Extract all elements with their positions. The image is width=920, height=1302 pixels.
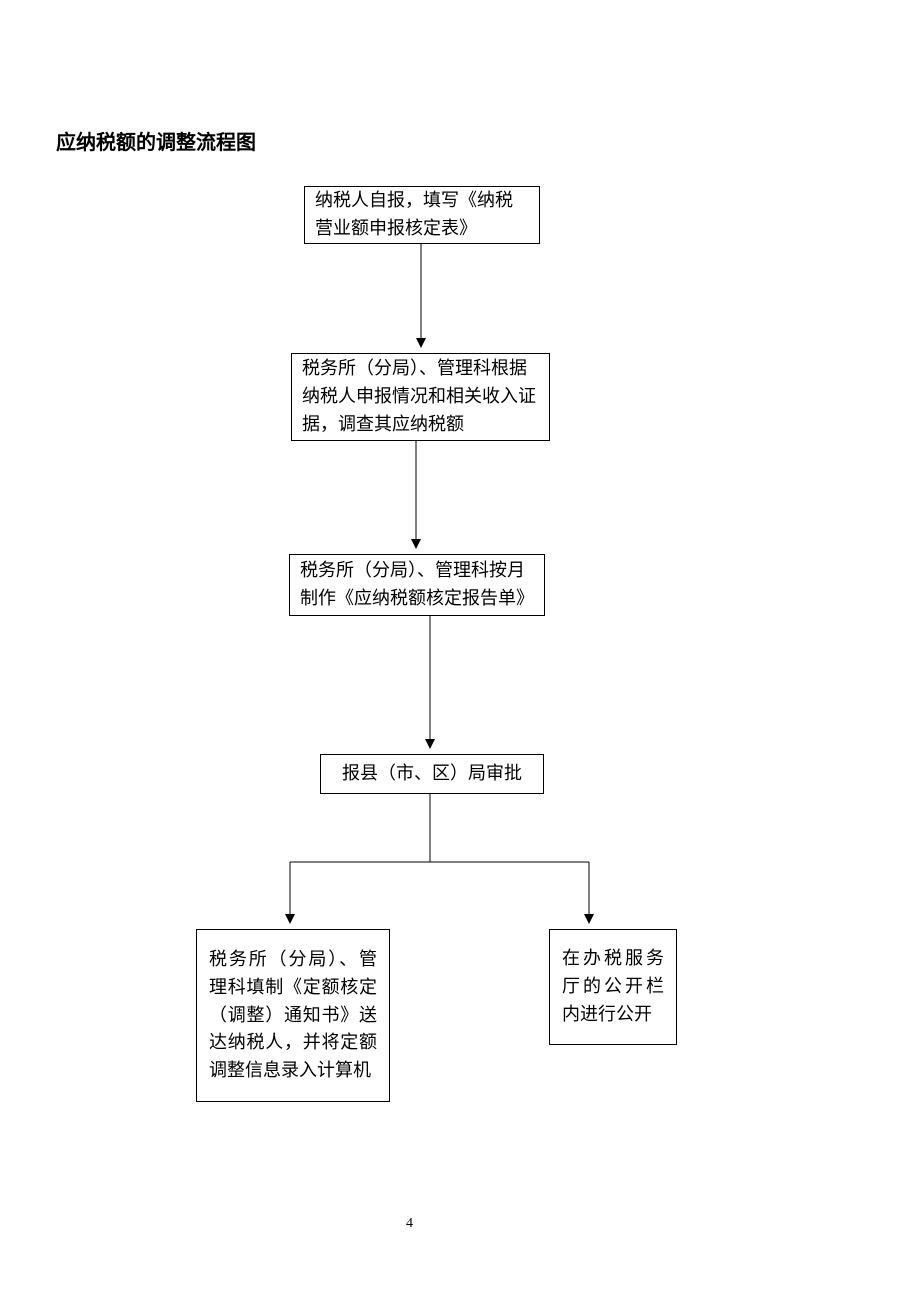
flow-node-6-text: 在办税服务厅的公开栏内进行公开 (562, 945, 664, 1029)
flow-node-5-text: 税务所（分局）、管理科填制《定额核定（调整）通知书》送达纳税人，并将定额调整信息… (209, 946, 377, 1085)
flow-node-6: 在办税服务厅的公开栏内进行公开 (549, 929, 677, 1045)
flow-node-1: 纳税人自报，填写《纳税营业额申报核定表》 (304, 186, 540, 244)
flow-node-2: 税务所（分局）、管理科根据纳税人申报情况和相关收入证据，调查其应纳税额 (291, 353, 550, 441)
title-text: 应纳税额的调整流程图 (56, 132, 256, 154)
flow-node-3: 税务所（分局）、管理科按月制作《应纳税额核定报告单》 (289, 554, 545, 616)
flow-node-1-text: 纳税人自报，填写《纳税营业额申报核定表》 (315, 187, 529, 243)
flow-node-2-text: 税务所（分局）、管理科根据纳税人申报情况和相关收入证据，调查其应纳税额 (302, 355, 539, 439)
flow-node-4-text: 报县（市、区）局审批 (342, 760, 522, 788)
page-number-text: 4 (406, 1216, 413, 1231)
flow-node-5: 税务所（分局）、管理科填制《定额核定（调整）通知书》送达纳税人，并将定额调整信息… (196, 929, 390, 1102)
page-title: 应纳税额的调整流程图 (56, 126, 256, 155)
flow-node-4: 报县（市、区）局审批 (320, 754, 544, 794)
flow-node-3-text: 税务所（分局）、管理科按月制作《应纳税额核定报告单》 (300, 557, 534, 613)
page-number: 4 (406, 1216, 413, 1232)
